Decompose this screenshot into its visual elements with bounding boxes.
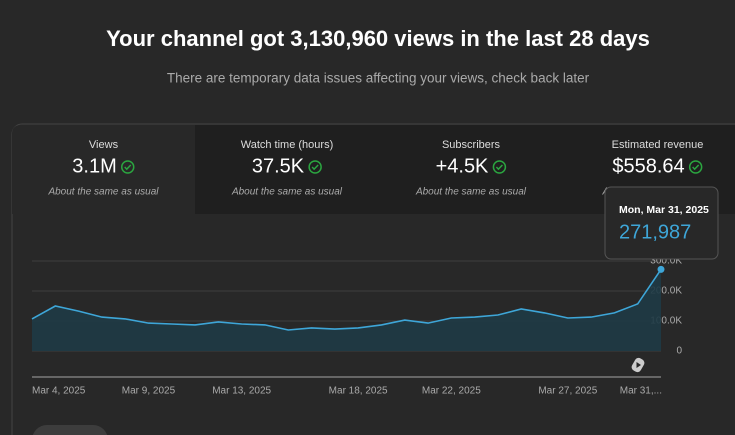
- x-tick-label: Mar 27, 2025: [538, 386, 597, 397]
- metric-value: 3.1M: [72, 155, 116, 177]
- point: [657, 265, 665, 273]
- x-tick-label: Mar 9, 2025: [122, 386, 176, 397]
- check-icon: [308, 160, 322, 174]
- x-tick-label: Mar 4, 2025: [32, 386, 86, 397]
- button[interactable]: [32, 425, 108, 435]
- check-icon: [688, 160, 703, 174]
- chart: 0 100.0K 200.0K 300.0K Mar 4, 2025 Mar 9, 202…: [31, 256, 682, 397]
- tab-background: [379, 125, 563, 214]
- x-tick-label: Mar 13, 2025: [212, 386, 271, 397]
- tooltip-value: 271,987: [619, 221, 691, 243]
- check-icon: [120, 160, 135, 174]
- title: Your channel got 3,130,960 views in the …: [106, 26, 650, 51]
- metric-label: Estimated revenue: [612, 139, 704, 151]
- check-circle: [308, 160, 322, 174]
- tooltip: Mon, Mar 31, 2025 271,987: [604, 186, 719, 260]
- check-mark: [124, 164, 132, 171]
- metric-label: Watch time (hours): [241, 139, 334, 151]
- y-tick-label: 0: [676, 346, 682, 357]
- check-circle: [120, 160, 135, 174]
- metric-label: Views: [89, 139, 119, 151]
- metric-label: Subscribers: [442, 139, 501, 151]
- tooltip-date: Mon, Mar 31, 2025: [619, 204, 709, 216]
- check-mark: [311, 164, 319, 171]
- y-tick-label: 300.0K: [650, 256, 682, 267]
- area: [32, 269, 661, 351]
- metric-note: About the same as usual: [47, 187, 159, 198]
- check-circle: [492, 160, 507, 174]
- metric-note: About the same as usual: [415, 187, 527, 198]
- subtitle: There are temporary data issues affectin…: [167, 71, 590, 86]
- y-tick-label: 100.0K: [650, 316, 682, 327]
- check-icon: [492, 160, 507, 174]
- check-circle: [688, 160, 703, 174]
- shorts-icon: [631, 357, 645, 373]
- line: [31, 268, 662, 331]
- y-tick-label: 200.0K: [650, 286, 682, 297]
- metric-value: $558.64: [612, 155, 684, 177]
- metric-note: About the same as usual: [231, 187, 343, 198]
- x-tick-label: Mar 18, 2025: [329, 386, 388, 397]
- x-tick-label: Mar 22, 2025: [422, 386, 481, 397]
- check-mark: [495, 164, 503, 171]
- metric-value: 37.5K: [252, 155, 305, 177]
- metric-tabs: Views 3.1M About the same as usual Watch ti…: [12, 125, 735, 214]
- check-mark: [692, 164, 700, 171]
- tab-background: [12, 125, 195, 214]
- x-tick-label: Mar 31,...: [620, 386, 662, 397]
- metric-value: +4.5K: [436, 155, 489, 177]
- tab-background: [195, 125, 379, 214]
